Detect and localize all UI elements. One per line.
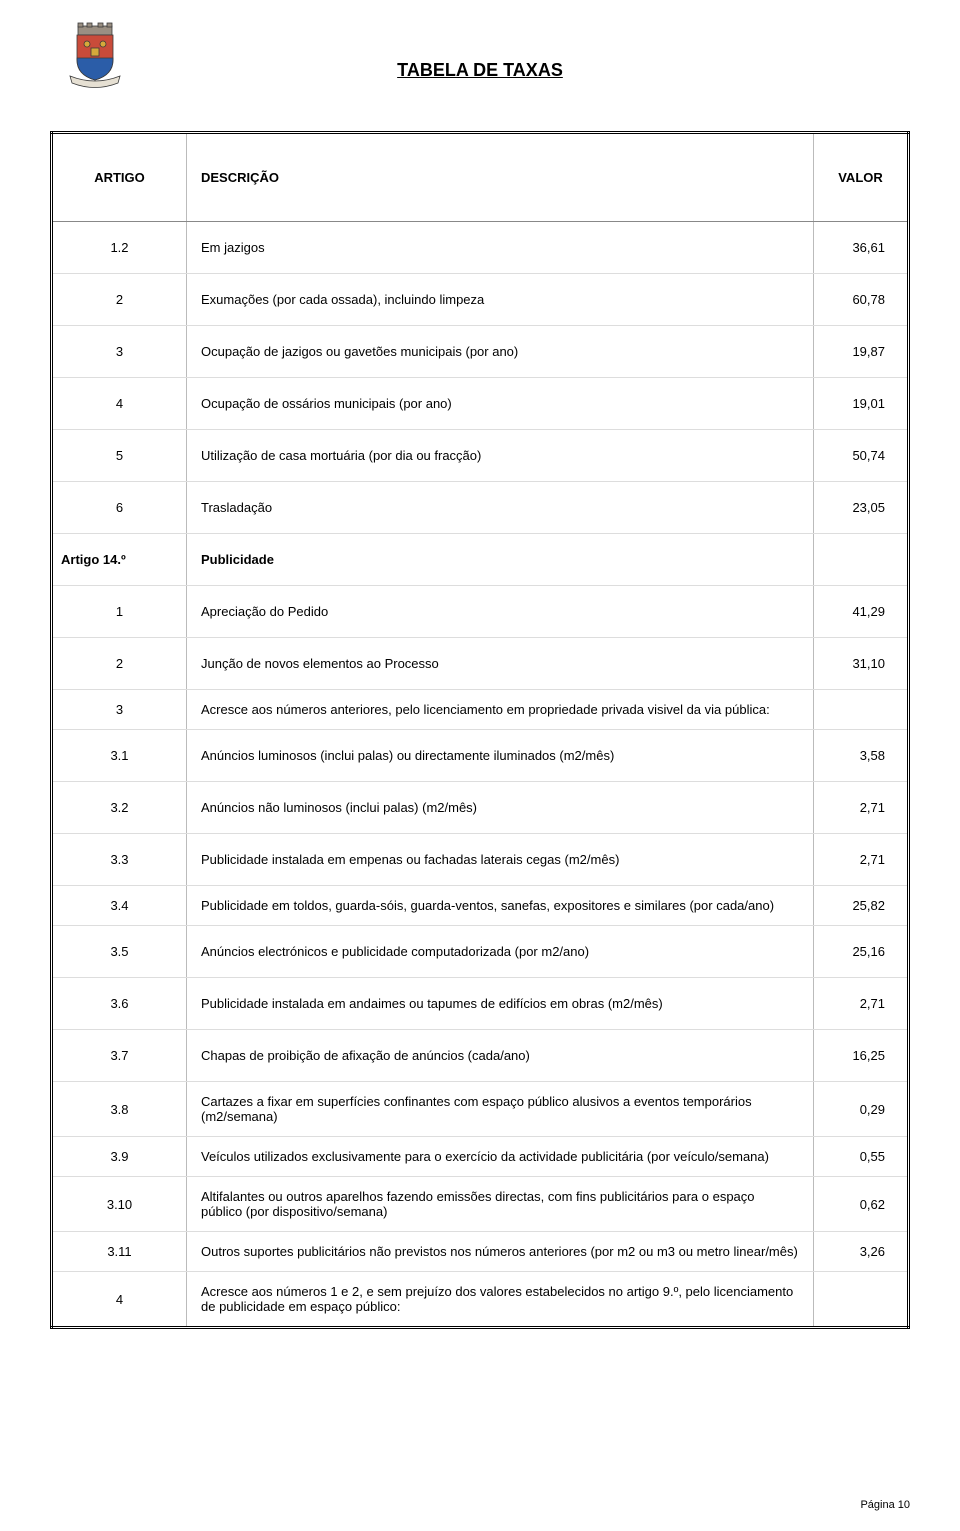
cell-descricao: Chapas de proibição de afixação de anúnc…: [187, 1030, 814, 1082]
table-row: 5Utilização de casa mortuária (por dia o…: [52, 430, 909, 482]
cell-valor: 25,16: [814, 926, 909, 978]
cell-descricao: Junção de novos elementos ao Processo: [187, 638, 814, 690]
cell-descricao: Acresce aos números 1 e 2, e sem prejuíz…: [187, 1272, 814, 1328]
cell-valor: 41,29: [814, 586, 909, 638]
cell-descricao: Publicidade em toldos, guarda-sóis, guar…: [187, 886, 814, 926]
cell-descricao: Utilização de casa mortuária (por dia ou…: [187, 430, 814, 482]
cell-valor: 60,78: [814, 274, 909, 326]
table-row: Artigo 14.ºPublicidade: [52, 534, 909, 586]
table-row: 3.11Outros suportes publicitários não pr…: [52, 1232, 909, 1272]
cell-artigo: 3.10: [52, 1177, 187, 1232]
page-title: TABELA DE TAXAS: [50, 60, 910, 81]
table-row: 3.1Anúncios luminosos (inclui palas) ou …: [52, 730, 909, 782]
cell-artigo: 3: [52, 326, 187, 378]
cell-artigo: 3.1: [52, 730, 187, 782]
table-header-row: ARTIGO DESCRIÇÃO VALOR: [52, 133, 909, 222]
cell-valor: [814, 534, 909, 586]
cell-valor: 2,71: [814, 978, 909, 1030]
cell-descricao: Em jazigos: [187, 222, 814, 274]
cell-valor: [814, 690, 909, 730]
cell-valor: 36,61: [814, 222, 909, 274]
cell-descricao: Cartazes a fixar em superfícies confinan…: [187, 1082, 814, 1137]
cell-artigo: 3.2: [52, 782, 187, 834]
cell-valor: 31,10: [814, 638, 909, 690]
cell-artigo: 3.8: [52, 1082, 187, 1137]
cell-valor: 19,01: [814, 378, 909, 430]
cell-descricao: Publicidade instalada em empenas ou fach…: [187, 834, 814, 886]
table-row: 3Ocupação de jazigos ou gavetões municip…: [52, 326, 909, 378]
cell-descricao: Publicidade instalada em andaimes ou tap…: [187, 978, 814, 1030]
cell-valor: 0,55: [814, 1137, 909, 1177]
cell-valor: 0,29: [814, 1082, 909, 1137]
cell-valor: 3,58: [814, 730, 909, 782]
cell-valor: 3,26: [814, 1232, 909, 1272]
cell-descricao: Altifalantes ou outros aparelhos fazendo…: [187, 1177, 814, 1232]
cell-artigo: 2: [52, 638, 187, 690]
table-row: 3.4Publicidade em toldos, guarda-sóis, g…: [52, 886, 909, 926]
cell-artigo: 3.3: [52, 834, 187, 886]
header-valor: VALOR: [814, 133, 909, 222]
cell-artigo: 1.2: [52, 222, 187, 274]
cell-descricao: Ocupação de ossários municipais (por ano…: [187, 378, 814, 430]
cell-valor: [814, 1272, 909, 1328]
cell-artigo: 5: [52, 430, 187, 482]
cell-valor: 2,71: [814, 782, 909, 834]
cell-valor: 0,62: [814, 1177, 909, 1232]
table-row: 3.6Publicidade instalada em andaimes ou …: [52, 978, 909, 1030]
table-row: 1Apreciação do Pedido41,29: [52, 586, 909, 638]
cell-descricao: Ocupação de jazigos ou gavetões municipa…: [187, 326, 814, 378]
cell-descricao: Trasladação: [187, 482, 814, 534]
cell-descricao: Exumações (por cada ossada), incluindo l…: [187, 274, 814, 326]
cell-artigo: 3.4: [52, 886, 187, 926]
table-row: 3.8Cartazes a fixar em superfícies confi…: [52, 1082, 909, 1137]
cell-valor: 50,74: [814, 430, 909, 482]
table-row: 2Exumações (por cada ossada), incluindo …: [52, 274, 909, 326]
page-footer: Página 10: [860, 1499, 910, 1511]
cell-valor: 23,05: [814, 482, 909, 534]
cell-artigo: 4: [52, 1272, 187, 1328]
table-row: 3Acresce aos números anteriores, pelo li…: [52, 690, 909, 730]
table-row: 3.10Altifalantes ou outros aparelhos faz…: [52, 1177, 909, 1232]
cell-artigo: 3.5: [52, 926, 187, 978]
table-row: 3.9Veículos utilizados exclusivamente pa…: [52, 1137, 909, 1177]
cell-descricao: Acresce aos números anteriores, pelo lic…: [187, 690, 814, 730]
cell-artigo: 3.11: [52, 1232, 187, 1272]
cell-artigo: Artigo 14.º: [52, 534, 187, 586]
table-row: 4Acresce aos números 1 e 2, e sem prejuí…: [52, 1272, 909, 1328]
cell-descricao: Apreciação do Pedido: [187, 586, 814, 638]
fees-table: ARTIGO DESCRIÇÃO VALOR 1.2Em jazigos36,6…: [50, 131, 910, 1329]
table-row: 3.5Anúncios electrónicos e publicidade c…: [52, 926, 909, 978]
table-row: 4Ocupação de ossários municipais (por an…: [52, 378, 909, 430]
table-row: 3.3Publicidade instalada em empenas ou f…: [52, 834, 909, 886]
table-row: 3.2Anúncios não luminosos (inclui palas)…: [52, 782, 909, 834]
cell-artigo: 1: [52, 586, 187, 638]
cell-descricao: Veículos utilizados exclusivamente para …: [187, 1137, 814, 1177]
cell-artigo: 3.7: [52, 1030, 187, 1082]
cell-artigo: 3: [52, 690, 187, 730]
cell-artigo: 3.9: [52, 1137, 187, 1177]
header-descricao: DESCRIÇÃO: [187, 133, 814, 222]
table-row: 3.7Chapas de proibição de afixação de an…: [52, 1030, 909, 1082]
table-row: 1.2Em jazigos36,61: [52, 222, 909, 274]
cell-descricao: Anúncios luminosos (inclui palas) ou dir…: [187, 730, 814, 782]
cell-valor: 19,87: [814, 326, 909, 378]
cell-descricao: Outros suportes publicitários não previs…: [187, 1232, 814, 1272]
cell-artigo: 3.6: [52, 978, 187, 1030]
cell-artigo: 4: [52, 378, 187, 430]
header-artigo: ARTIGO: [52, 133, 187, 222]
cell-valor: 16,25: [814, 1030, 909, 1082]
cell-descricao: Anúncios electrónicos e publicidade comp…: [187, 926, 814, 978]
cell-valor: 2,71: [814, 834, 909, 886]
cell-descricao: Anúncios não luminosos (inclui palas) (m…: [187, 782, 814, 834]
cell-artigo: 2: [52, 274, 187, 326]
table-row: 6Trasladação23,05: [52, 482, 909, 534]
cell-valor: 25,82: [814, 886, 909, 926]
municipal-crest-icon: [60, 20, 130, 90]
table-row: 2Junção de novos elementos ao Processo31…: [52, 638, 909, 690]
cell-descricao: Publicidade: [187, 534, 814, 586]
cell-artigo: 6: [52, 482, 187, 534]
